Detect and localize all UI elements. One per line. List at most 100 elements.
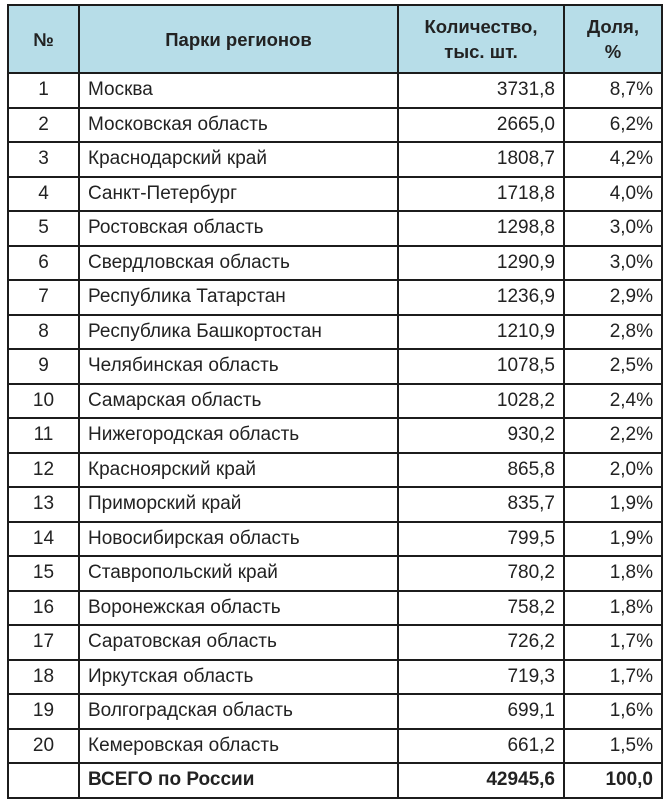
quantity-cell: 835,7	[397, 486, 565, 523]
region-name-cell: Свердловская область	[78, 244, 399, 281]
share-cell: 2,5%	[563, 348, 663, 385]
table-row: 8 Республика Башкортостан 1210,9 2,8%	[7, 313, 663, 350]
quantity-cell: 1808,7	[397, 141, 565, 178]
quantity-cell: 930,2	[397, 417, 565, 454]
region-name-cell: Челябинская область	[78, 348, 399, 385]
row-number-cell: 3	[7, 141, 80, 178]
regional-car-fleet-table: № Парки регионов Количество, тыс. шт. До…	[7, 4, 663, 799]
region-name-cell: ВСЕГО по России	[78, 762, 399, 799]
share-cell: 3,0%	[563, 210, 663, 247]
region-name-cell: Новосибирская область	[78, 520, 399, 557]
quantity-cell: 1028,2	[397, 382, 565, 419]
region-name-cell: Ставропольский край	[78, 555, 399, 592]
row-number-cell: 15	[7, 555, 80, 592]
row-number-cell: 9	[7, 348, 80, 385]
share-cell: 100,0	[563, 762, 663, 799]
row-number-cell: 18	[7, 658, 80, 695]
share-cell: 1,7%	[563, 658, 663, 695]
quantity-cell: 865,8	[397, 451, 565, 488]
row-number-cell: 13	[7, 486, 80, 523]
row-number-cell: 2	[7, 106, 80, 143]
table-row: 5 Ростовская область 1298,8 3,0%	[7, 210, 663, 247]
row-number-cell	[7, 762, 80, 799]
total-row: ВСЕГО по России 42945,6 100,0	[7, 762, 663, 799]
row-number-cell: 1	[7, 72, 80, 109]
region-name-cell: Республика Татарстан	[78, 279, 399, 316]
row-number-cell: 6	[7, 244, 80, 281]
share-cell: 1,9%	[563, 520, 663, 557]
row-number-cell: 5	[7, 210, 80, 247]
quantity-cell: 726,2	[397, 624, 565, 661]
row-number-cell: 12	[7, 451, 80, 488]
quantity-cell: 1236,9	[397, 279, 565, 316]
table-row: 6 Свердловская область 1290,9 3,0%	[7, 244, 663, 281]
row-number-cell: 16	[7, 589, 80, 626]
table-body: 1 Москва 3731,8 8,7% 2 Московская область 2665…	[7, 72, 663, 799]
region-name-cell: Волгоградская область	[78, 693, 399, 730]
header-share: Доля, %	[563, 4, 663, 74]
row-number-cell: 4	[7, 175, 80, 212]
region-name-cell: Иркутская область	[78, 658, 399, 695]
share-cell: 4,2%	[563, 141, 663, 178]
quantity-cell: 1210,9	[397, 313, 565, 350]
region-name-cell: Московская область	[78, 106, 399, 143]
header-quantity: Количество, тыс. шт.	[397, 4, 565, 74]
region-name-cell: Красноярский край	[78, 451, 399, 488]
row-number-cell: 11	[7, 417, 80, 454]
share-cell: 2,2%	[563, 417, 663, 454]
quantity-cell: 2665,0	[397, 106, 565, 143]
region-name-cell: Кемеровская область	[78, 727, 399, 764]
region-name-cell: Краснодарский край	[78, 141, 399, 178]
share-cell: 1,6%	[563, 693, 663, 730]
table-row: 7 Республика Татарстан 1236,9 2,9%	[7, 279, 663, 316]
share-cell: 1,8%	[563, 555, 663, 592]
share-cell: 2,9%	[563, 279, 663, 316]
table-row: 16 Воронежская область 758,2 1,8%	[7, 589, 663, 626]
row-number-cell: 17	[7, 624, 80, 661]
share-cell: 8,7%	[563, 72, 663, 109]
region-name-cell: Республика Башкортостан	[78, 313, 399, 350]
quantity-cell: 780,2	[397, 555, 565, 592]
share-cell: 2,4%	[563, 382, 663, 419]
table-row: 1 Москва 3731,8 8,7%	[7, 72, 663, 109]
share-cell: 1,8%	[563, 589, 663, 626]
quantity-cell: 661,2	[397, 727, 565, 764]
row-number-cell: 20	[7, 727, 80, 764]
header-row: № Парки регионов Количество, тыс. шт. До…	[7, 4, 663, 74]
table-row: 4 Санкт-Петербург 1718,8 4,0%	[7, 175, 663, 212]
quantity-cell: 1718,8	[397, 175, 565, 212]
table-row: 12 Красноярский край 865,8 2,0%	[7, 451, 663, 488]
table-row: 20 Кемеровская область 661,2 1,5%	[7, 727, 663, 764]
share-cell: 4,0%	[563, 175, 663, 212]
row-number-cell: 8	[7, 313, 80, 350]
quantity-cell: 1298,8	[397, 210, 565, 247]
region-name-cell: Воронежская область	[78, 589, 399, 626]
quantity-cell: 719,3	[397, 658, 565, 695]
share-cell: 2,0%	[563, 451, 663, 488]
share-cell: 6,2%	[563, 106, 663, 143]
table-row: 13 Приморский край 835,7 1,9%	[7, 486, 663, 523]
header-region: Парки регионов	[78, 4, 399, 74]
table-row: 3 Краснодарский край 1808,7 4,2%	[7, 141, 663, 178]
table-row: 14 Новосибирская область 799,5 1,9%	[7, 520, 663, 557]
share-cell: 1,7%	[563, 624, 663, 661]
table-row: 17 Саратовская область 726,2 1,7%	[7, 624, 663, 661]
table-row: 19 Волгоградская область 699,1 1,6%	[7, 693, 663, 730]
quantity-cell: 758,2	[397, 589, 565, 626]
header-share-text: Доля, %	[587, 16, 639, 62]
header-number: №	[7, 4, 80, 74]
region-name-cell: Санкт-Петербург	[78, 175, 399, 212]
share-cell: 2,8%	[563, 313, 663, 350]
row-number-cell: 19	[7, 693, 80, 730]
quantity-cell: 1290,9	[397, 244, 565, 281]
region-name-cell: Ростовская область	[78, 210, 399, 247]
table-row: 18 Иркутская область 719,3 1,7%	[7, 658, 663, 695]
share-cell: 1,9%	[563, 486, 663, 523]
region-name-cell: Самарская область	[78, 382, 399, 419]
table-row: 15 Ставропольский край 780,2 1,8%	[7, 555, 663, 592]
quantity-cell: 799,5	[397, 520, 565, 557]
header-quantity-text: Количество, тыс. шт.	[424, 16, 538, 62]
table-row: 9 Челябинская область 1078,5 2,5%	[7, 348, 663, 385]
table-row: 2 Московская область 2665,0 6,2%	[7, 106, 663, 143]
table-row: 10 Самарская область 1028,2 2,4%	[7, 382, 663, 419]
